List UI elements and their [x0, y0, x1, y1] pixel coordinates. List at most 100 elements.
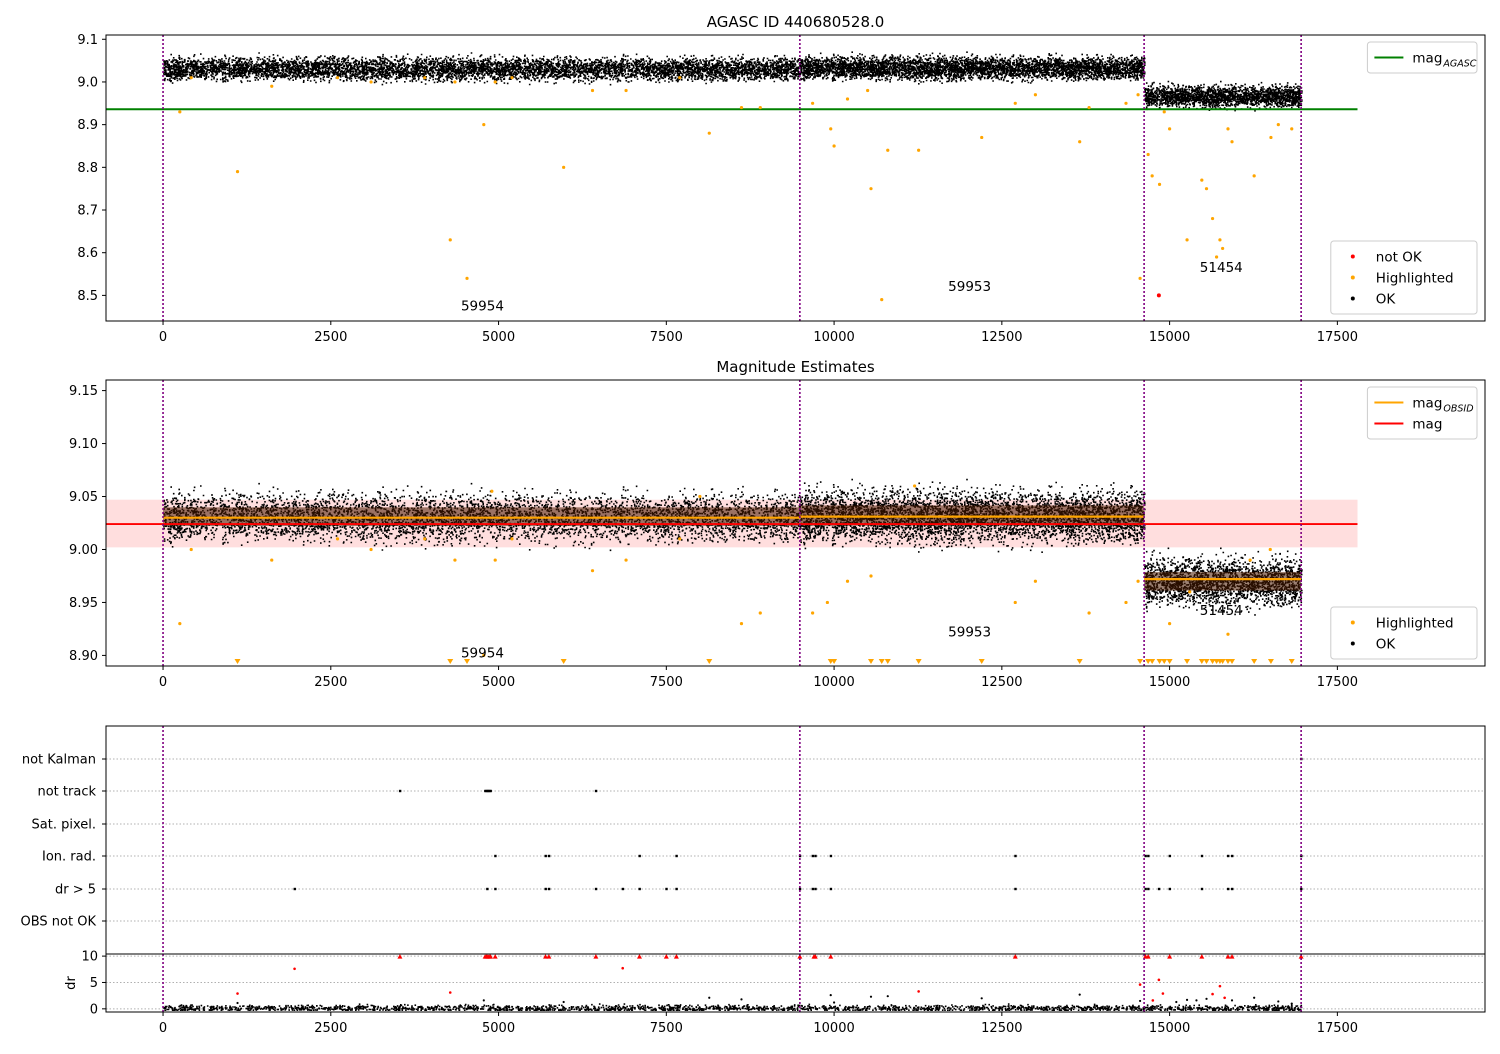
y-tick-label: 8.95	[69, 596, 98, 611]
dr-capped-marker	[1012, 954, 1018, 959]
legend: mag AGASC	[1366, 41, 1478, 74]
ok-points-cloud	[163, 482, 802, 552]
flag-point	[1200, 887, 1204, 891]
x-tick-label: 7500	[650, 675, 683, 690]
dr-capped-marker	[636, 954, 642, 959]
obsid-annotation: 51454	[1200, 603, 1243, 619]
estimate-density-band	[1144, 571, 1302, 591]
highlighted-point	[178, 622, 182, 626]
x-tick-label: 5000	[482, 1021, 515, 1036]
highlighted-point	[825, 600, 829, 605]
x-tick-label: 17500	[1317, 330, 1358, 345]
x-tick-label: 15000	[1149, 675, 1190, 690]
legend-label: Highlighted	[1376, 616, 1454, 632]
highlighted-point	[1157, 182, 1162, 187]
flag-point	[293, 887, 296, 891]
below-axis-marker	[1224, 659, 1231, 664]
dr-point	[1138, 999, 1142, 1003]
legend-label: OK	[1376, 292, 1397, 308]
dr-axis-label: dr	[64, 976, 79, 990]
below-axis-marker	[878, 659, 885, 664]
obsid-annotation: 59954	[461, 646, 504, 662]
highlighted-point	[1087, 611, 1091, 615]
dr-point	[1205, 997, 1208, 1000]
highlighted-point	[1221, 246, 1225, 251]
dr-point	[482, 999, 485, 1002]
highlighted-point	[1136, 579, 1140, 583]
highlighted-point	[832, 144, 836, 148]
flag-row-label: not track	[37, 785, 96, 800]
x-tick-label: 15000	[1149, 330, 1190, 345]
dr-axes-frame	[105, 953, 1486, 1013]
highlighted-point	[1146, 152, 1150, 157]
highlighted-point	[510, 76, 514, 80]
legend: Highlighted OK	[1330, 606, 1478, 660]
dr-red-point	[293, 967, 296, 971]
highlighted-point	[886, 148, 890, 152]
dr-capped-marker	[546, 954, 552, 959]
dr-capped-marker	[1229, 954, 1235, 959]
highlighted-point	[1268, 547, 1272, 552]
highlighted-point	[869, 187, 873, 191]
flag-point	[1226, 887, 1230, 891]
flag-point	[638, 854, 641, 858]
flag-point	[621, 887, 625, 891]
dr-capped-marker	[673, 954, 679, 959]
legend-label: mag	[1412, 51, 1442, 67]
below-axis-marker	[706, 659, 713, 664]
flag-point	[486, 887, 489, 891]
flag-point	[494, 854, 497, 858]
dr-red-point	[448, 991, 452, 994]
obsid-annotation: 51454	[1200, 260, 1243, 276]
highlighted-point	[1188, 590, 1192, 594]
highlighted-point	[739, 622, 744, 626]
highlighted-point	[1087, 105, 1091, 110]
highlighted-point	[624, 558, 628, 562]
below-axis-marker	[831, 659, 838, 664]
flag-point	[544, 887, 547, 891]
y-tick-label: 8.5	[77, 289, 98, 304]
legend-label: mag	[1412, 396, 1442, 412]
highlighted-point	[758, 611, 762, 615]
y-tick-label: 0	[90, 1002, 98, 1017]
dr-capped-marker	[488, 954, 494, 959]
x-tick-label: 17500	[1317, 675, 1358, 690]
highlighted-point	[1168, 622, 1172, 626]
y-tick-label: 9.10	[69, 437, 98, 452]
below-axis-marker	[1137, 659, 1144, 664]
dr-red-point	[1157, 978, 1161, 982]
chart-title: Magnitude Estimates	[716, 358, 874, 376]
highlighted-point	[465, 276, 469, 280]
highlighted-point	[1013, 101, 1017, 105]
dr-point	[562, 1000, 565, 1004]
highlighted-point	[1226, 127, 1230, 131]
dr-red-point	[236, 992, 239, 995]
highlighted-point	[1124, 600, 1128, 605]
dr-point	[1253, 996, 1256, 999]
agasc-magnitude-panel: 59954 59953 51454 0 2500 5000 7500 10000 12500 15…	[77, 13, 1486, 345]
x-tick-label: 12500	[981, 1021, 1022, 1036]
highlighted-point	[1290, 127, 1294, 131]
flag-point	[1157, 887, 1161, 891]
dr-point	[708, 996, 711, 999]
dr-red-point	[1138, 983, 1142, 986]
highlighted-point	[335, 76, 340, 80]
dr-point	[236, 1001, 239, 1005]
flag-point	[1147, 887, 1150, 891]
legend-dot-swatch	[1350, 275, 1355, 280]
highlighted-point	[1200, 178, 1204, 182]
below-axis-marker	[447, 659, 454, 664]
legend-label: OK	[1376, 637, 1397, 653]
estimates-axes-frame	[105, 379, 1486, 667]
dr-capped-marker	[812, 954, 818, 959]
highlighted-point	[423, 76, 427, 80]
below-axis-marker	[1203, 659, 1210, 664]
flag-point	[486, 789, 490, 793]
flag-point	[594, 789, 598, 793]
y-tick-label: 8.7	[77, 204, 98, 219]
dr-point	[1185, 998, 1189, 1001]
x-tick-label: 10000	[813, 675, 854, 690]
legend-dot-swatch	[1350, 254, 1355, 259]
flag-point	[811, 887, 815, 891]
flag-point	[1231, 887, 1234, 891]
